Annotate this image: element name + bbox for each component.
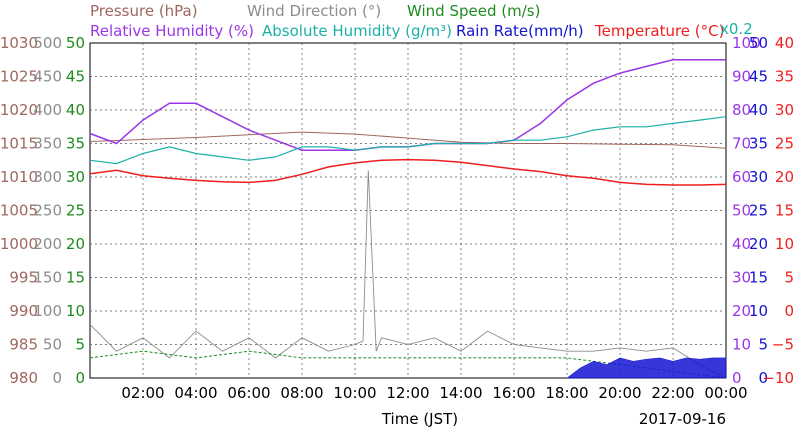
- rain-area: [566, 357, 727, 379]
- y-tick-label: 980: [9, 369, 38, 387]
- series-line: [89, 170, 727, 379]
- y-tick-label: 30: [66, 168, 85, 186]
- y-tick-label: 50: [749, 34, 768, 52]
- y-tick-label: 50: [43, 336, 62, 354]
- y-tick-label: 10: [775, 235, 794, 253]
- y-tick-label: 20: [66, 235, 85, 253]
- axis-scale-label: x0.2: [720, 20, 753, 38]
- y-tick-label: 35: [749, 135, 768, 153]
- legend-item: Temperature (°C): [594, 22, 724, 40]
- series-line: [89, 158, 727, 186]
- y-tick-label: 450: [33, 68, 62, 86]
- y-tick-label: 0: [784, 302, 794, 320]
- y-tick-label: 1025: [0, 68, 38, 86]
- y-tick-label: 1020: [0, 101, 38, 119]
- date-label: 2017-09-16: [639, 410, 726, 428]
- y-tick-label: 1005: [0, 202, 38, 220]
- y-tick-label: 0: [52, 369, 62, 387]
- y-tick-label: 250: [33, 202, 62, 220]
- y-tick-label: 90: [732, 68, 751, 86]
- y-tick-label: 100: [732, 34, 761, 52]
- y-tick-label: 40: [775, 34, 794, 52]
- x-tick-label: 16:00: [492, 384, 535, 402]
- y-tick-label: 60: [732, 168, 751, 186]
- y-tick-label: 5: [75, 336, 85, 354]
- x-tick-label: 22:00: [651, 384, 694, 402]
- y-tick-label: 20: [749, 235, 768, 253]
- y-tick-label: 45: [749, 68, 768, 86]
- y-tick-label: 40: [66, 101, 85, 119]
- series-line: [89, 131, 727, 149]
- y-tick-label: 30: [732, 269, 751, 287]
- y-tick-label: 500: [33, 34, 62, 52]
- y-tick-label: 1010: [0, 168, 38, 186]
- x-tick-label: 18:00: [545, 384, 588, 402]
- y-tick-label: 25: [775, 135, 794, 153]
- y-tick-label: 20: [732, 302, 751, 320]
- y-tick-label: 40: [732, 235, 751, 253]
- y-tick-label: 10: [749, 302, 768, 320]
- y-tick-label: 70: [732, 135, 751, 153]
- y-tick-label: 50: [66, 34, 85, 52]
- y-tick-label: 30: [749, 168, 768, 186]
- y-tick-label: 40: [749, 101, 768, 119]
- x-tick-label: 08:00: [280, 384, 323, 402]
- y-tick-label: 200: [33, 235, 62, 253]
- y-tick-label: 10: [66, 302, 85, 320]
- y-tick-label: 350: [33, 135, 62, 153]
- legend-item: Absolute Humidity (g/m³): [262, 22, 452, 40]
- y-tick-label: 0: [732, 369, 742, 387]
- y-tick-label: 985: [9, 336, 38, 354]
- y-tick-label: 45: [66, 68, 85, 86]
- y-tick-label: 1030: [0, 34, 38, 52]
- y-tick-label: 5: [758, 336, 768, 354]
- y-tick-label: 20: [775, 168, 794, 186]
- y-tick-label: 80: [732, 101, 751, 119]
- y-tick-label: 25: [749, 202, 768, 220]
- legend-item: Relative Humidity (%): [90, 22, 254, 40]
- x-tick-label: 04:00: [174, 384, 217, 402]
- y-tick-label: 5: [784, 269, 794, 287]
- y-tick-label: 1015: [0, 135, 38, 153]
- x-tick-label: 00:00: [704, 384, 747, 402]
- y-tick-label: 15: [66, 269, 85, 287]
- legend-item: Pressure (hPa): [90, 2, 198, 20]
- y-tick-label: 50: [732, 202, 751, 220]
- x-tick-label: 10:00: [333, 384, 376, 402]
- x-axis-label: Time (JST): [381, 410, 458, 428]
- x-tick-label: 14:00: [439, 384, 482, 402]
- y-tick-label: 15: [749, 269, 768, 287]
- x-tick-label: 06:00: [227, 384, 270, 402]
- x-tick-label: 12:00: [386, 384, 429, 402]
- y-tick-label: 35: [66, 135, 85, 153]
- y-tick-label: 400: [33, 101, 62, 119]
- y-tick-label: 30: [775, 101, 794, 119]
- x-tick-label: 20:00: [598, 384, 641, 402]
- y-tick-label: −5: [772, 336, 794, 354]
- legend-item: Wind Speed (m/s): [407, 2, 540, 20]
- y-tick-label: 15: [775, 202, 794, 220]
- y-tick-label: 300: [33, 168, 62, 186]
- y-tick-label: 1000: [0, 235, 38, 253]
- y-tick-label: 0: [758, 369, 768, 387]
- y-tick-label: 35: [775, 68, 794, 86]
- legend-item: Wind Direction (°): [247, 2, 381, 20]
- y-tick-label: 100: [33, 302, 62, 320]
- y-tick-label: 0: [75, 369, 85, 387]
- y-tick-label: 150: [33, 269, 62, 287]
- y-tick-label: 10: [732, 336, 751, 354]
- y-tick-label: 995: [9, 269, 38, 287]
- series-line: [89, 116, 727, 165]
- y-tick-label: −10: [762, 369, 794, 387]
- legend-item: Rain Rate(mm/h): [456, 22, 584, 40]
- y-tick-label: 25: [66, 202, 85, 220]
- x-tick-label: 02:00: [121, 384, 164, 402]
- y-tick-label: 990: [9, 302, 38, 320]
